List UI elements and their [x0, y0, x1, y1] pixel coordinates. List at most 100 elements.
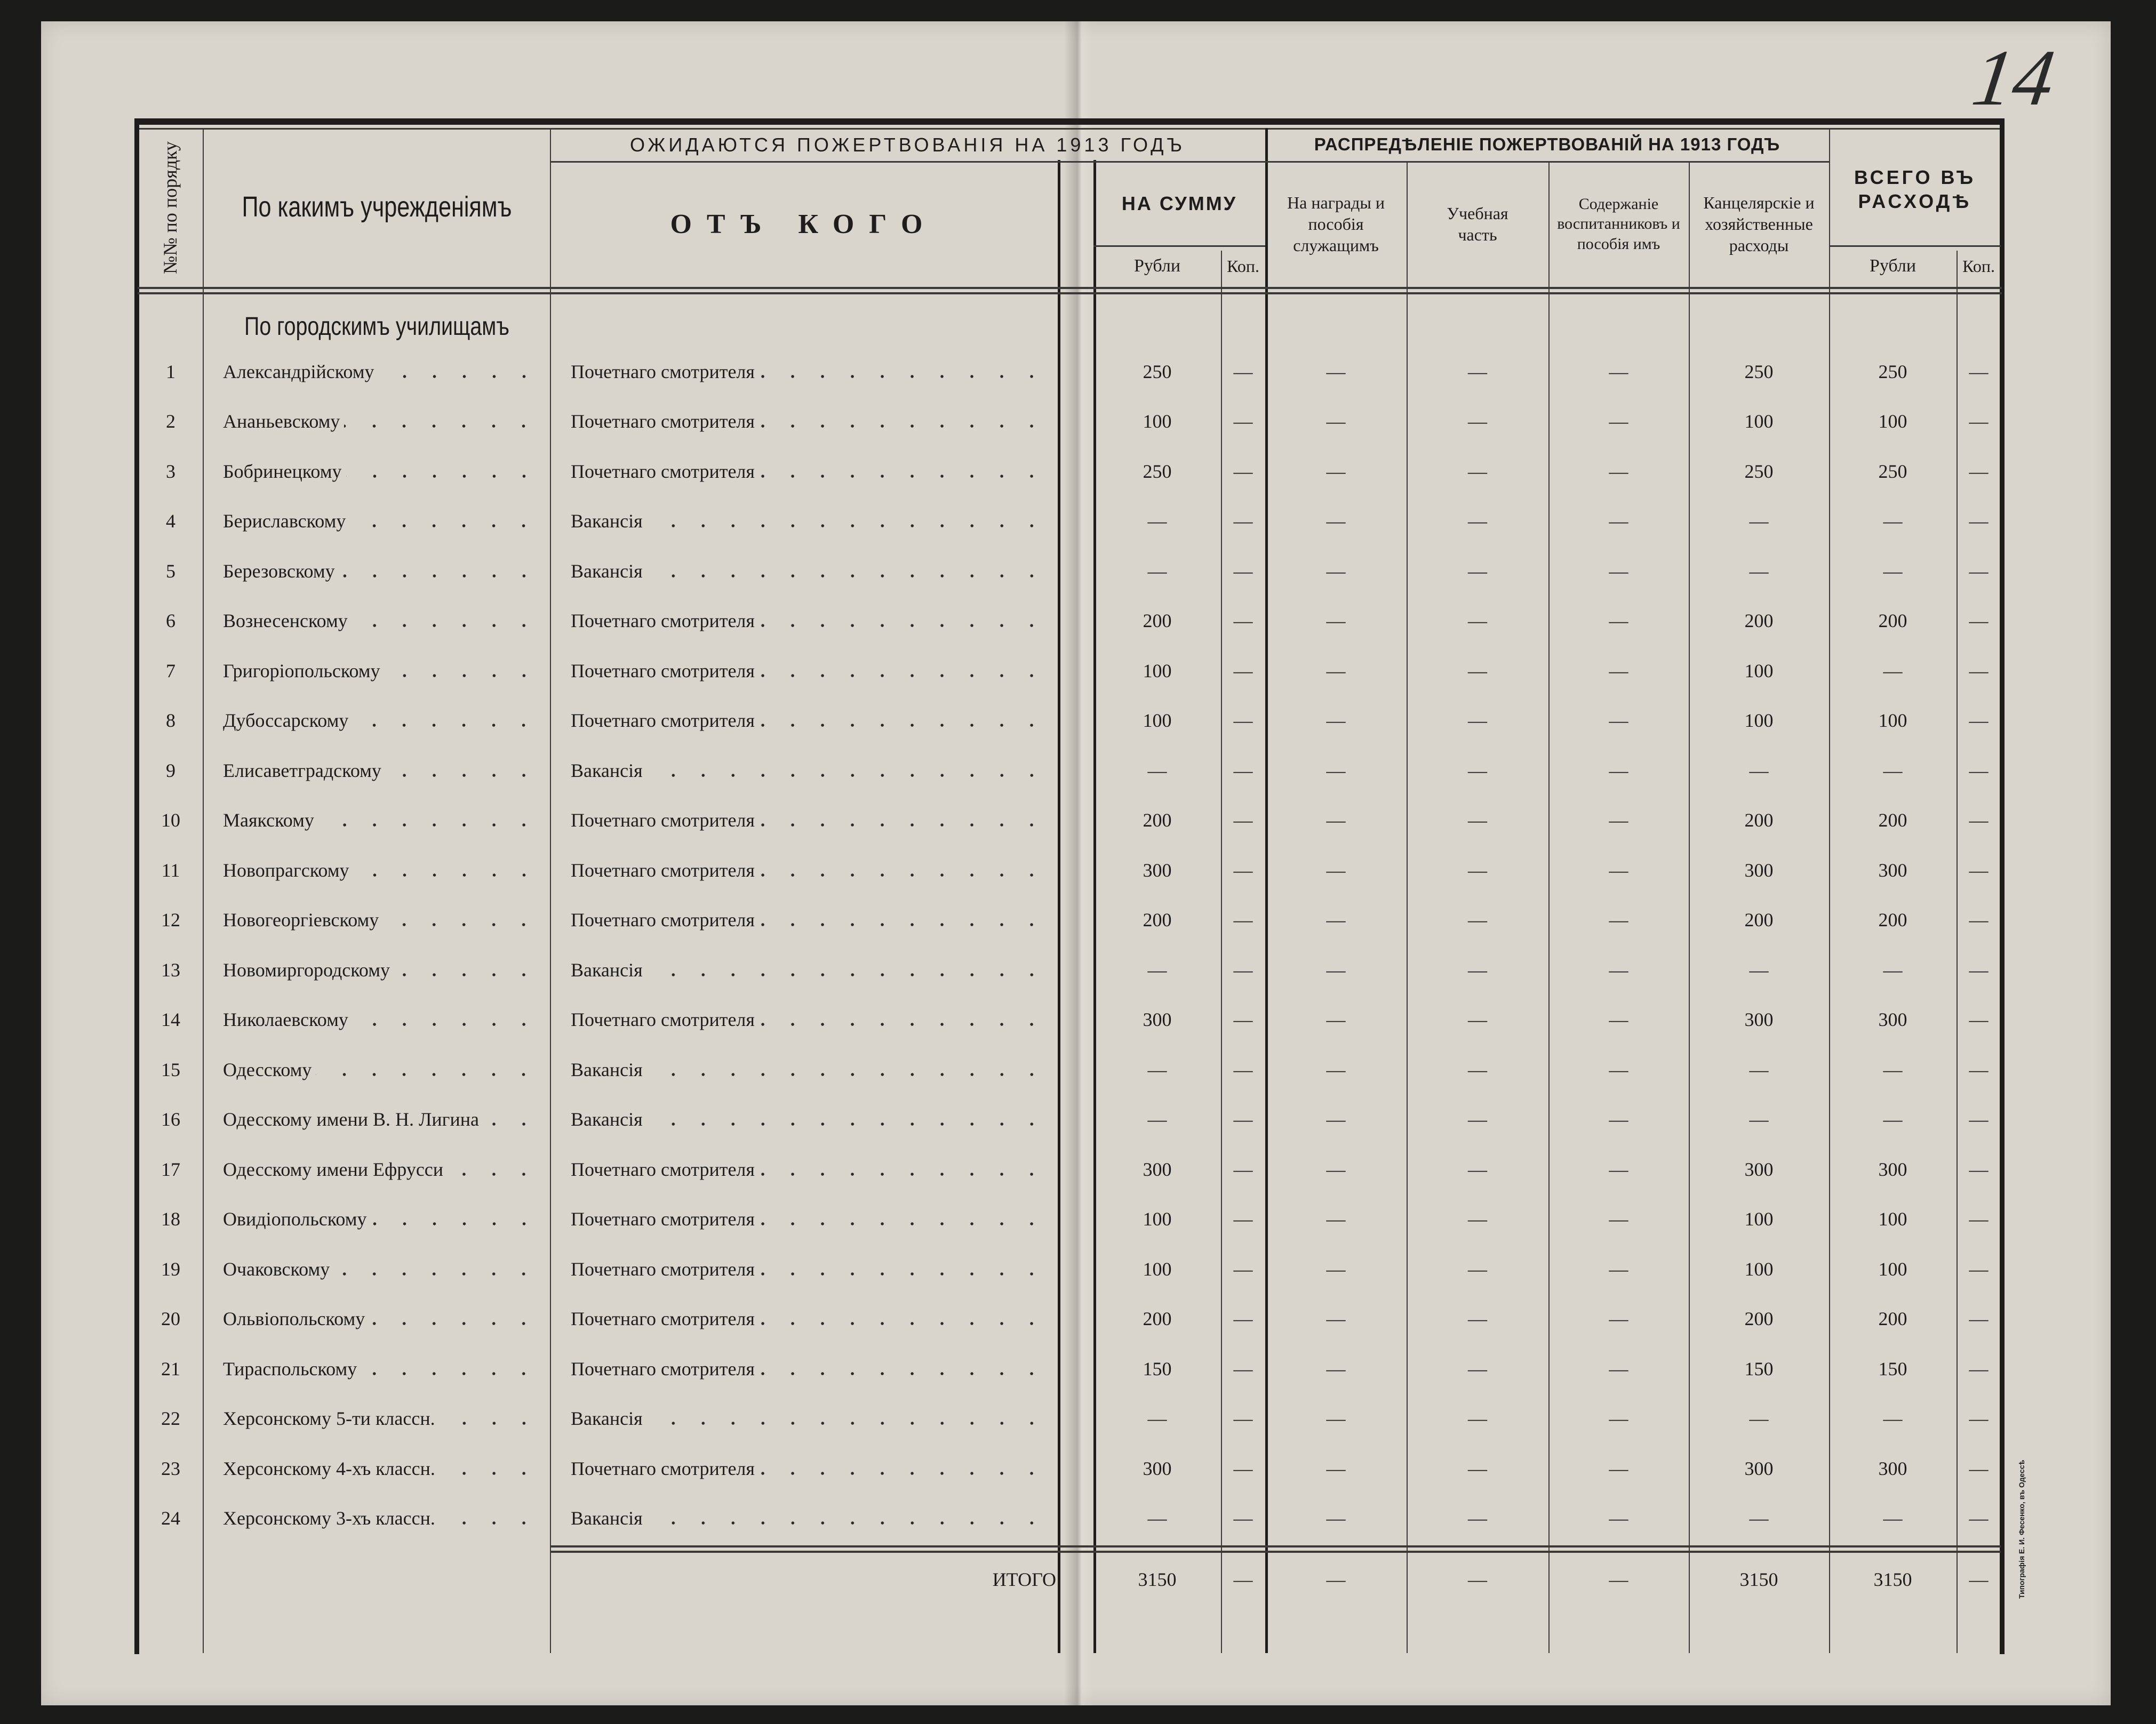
- dist-office: 250: [1689, 446, 1829, 496]
- dist-office: —: [1689, 1045, 1829, 1094]
- donor: Почетнаго смотрителя: [571, 1244, 1051, 1294]
- row-number: 24: [138, 1494, 204, 1543]
- donor: Вакансія: [571, 945, 1051, 995]
- amount-kopecks: —: [1221, 1444, 1265, 1493]
- amount-rubles: 100: [1093, 397, 1221, 446]
- row-number: 3: [138, 446, 204, 496]
- dist-office: 300: [1689, 1444, 1829, 1493]
- institution-name: Александрійскому: [223, 347, 543, 396]
- dist-office: 300: [1689, 995, 1829, 1045]
- col-divider: [1221, 251, 1222, 1653]
- row-number-text: 11: [161, 859, 180, 881]
- donor-text: Вакансія: [571, 1059, 643, 1080]
- row-number-text: 5: [166, 560, 175, 582]
- donor: Почетнаго смотрителя: [571, 995, 1051, 1045]
- dot-leader: [758, 673, 1047, 677]
- amount-rubles-text: 300: [1143, 1009, 1172, 1030]
- col-divider: [1957, 251, 1958, 1653]
- totals-rule: [550, 1545, 2001, 1553]
- amount-kopecks-text: —: [1233, 1258, 1253, 1280]
- institution-name-text: Овидіопольскому: [223, 1208, 367, 1230]
- dist-office-text: 300: [1744, 1158, 1774, 1180]
- dist-awards-text: —: [1326, 909, 1346, 931]
- institution-name: Херсонскому 3-хъ классн.: [223, 1494, 543, 1543]
- amount-kopecks: —: [1221, 446, 1265, 496]
- totals-dist-pupils: —: [1548, 1554, 1689, 1604]
- dist-pupils-text: —: [1609, 460, 1628, 482]
- amount-kopecks-text: —: [1233, 1408, 1253, 1429]
- dist-office: —: [1689, 496, 1829, 546]
- dist-pupils: —: [1548, 546, 1689, 596]
- dist-office: —: [1689, 945, 1829, 995]
- dist-awards: —: [1265, 796, 1407, 845]
- dist-awards-text: —: [1326, 460, 1346, 482]
- total-rubles: —: [1829, 1095, 1957, 1144]
- dist-pupils-text: —: [1609, 959, 1628, 981]
- dist-office: 300: [1689, 1144, 1829, 1194]
- donor: Почетнаго смотрителя: [571, 646, 1051, 695]
- amount-kopecks-text: —: [1233, 909, 1253, 931]
- dist-education-text: —: [1468, 411, 1487, 432]
- donor-text: Вакансія: [571, 510, 643, 532]
- dist-office-text: —: [1749, 1408, 1769, 1429]
- dist-office-text: —: [1749, 959, 1769, 981]
- dist-office: 200: [1689, 1294, 1829, 1344]
- col-divider: [550, 128, 551, 1653]
- institution-name: Херсонскому 5-ти классн.: [223, 1394, 543, 1444]
- amount-kopecks-text: —: [1233, 759, 1253, 781]
- amount-rubles-text: —: [1147, 959, 1167, 981]
- dist-awards: —: [1265, 1494, 1407, 1543]
- amount-rubles: 200: [1093, 796, 1221, 845]
- dot-leader: [353, 724, 539, 727]
- row-number: 12: [138, 895, 204, 945]
- institution-name: Новопрагскому: [223, 845, 543, 895]
- institution-name-text: Одесскому имени Ефрусси: [223, 1158, 444, 1180]
- dist-pupils: —: [1548, 945, 1689, 995]
- dot-leader: [758, 1272, 1047, 1276]
- row-number-text: 9: [166, 759, 175, 781]
- dist-awards-text: —: [1326, 1258, 1346, 1280]
- dist-pupils-text: —: [1609, 1059, 1628, 1080]
- institution-name-text: Очаковскому: [223, 1258, 330, 1280]
- total-kopecks-text: —: [1969, 1009, 1989, 1030]
- amount-kopecks: —: [1221, 496, 1265, 546]
- donor-text: Почетнаго смотрителя: [571, 859, 755, 881]
- total-rubles: —: [1829, 1394, 1957, 1444]
- amount-rubles-text: 300: [1143, 1457, 1172, 1479]
- institution-name-text: Березовскому: [223, 560, 335, 582]
- institution-name: Березовскому: [223, 546, 543, 596]
- donor: Почетнаго смотрителя: [571, 1144, 1051, 1194]
- amount-rubles: —: [1093, 745, 1221, 795]
- total-kopecks-text: —: [1969, 660, 1989, 681]
- total-kopecks-text: —: [1969, 610, 1989, 631]
- dist-pupils: —: [1548, 845, 1689, 895]
- amount-rubles: 250: [1093, 347, 1221, 396]
- row-number: 6: [138, 596, 204, 646]
- amount-rubles: 100: [1093, 646, 1221, 695]
- dist-pupils-text: —: [1609, 1208, 1628, 1230]
- dist-pupils: —: [1548, 1194, 1689, 1244]
- amount-kopecks-text: —: [1233, 1358, 1253, 1380]
- dist-office: 100: [1689, 1244, 1829, 1294]
- donor: Вакансія: [571, 496, 1051, 546]
- page-fold: [1064, 21, 1093, 1705]
- header-subline: [1093, 245, 1265, 247]
- total-rubles-text: 200: [1878, 809, 1907, 831]
- dist-pupils: —: [1548, 796, 1689, 845]
- dist-awards: —: [1265, 845, 1407, 895]
- amount-rubles-text: 200: [1143, 809, 1172, 831]
- amount-rubles-text: —: [1147, 510, 1167, 532]
- amount-rubles-text: 250: [1143, 360, 1172, 382]
- donor-text: Вакансія: [571, 560, 643, 582]
- amount-kopecks: —: [1221, 696, 1265, 745]
- donor-text: Вакансія: [571, 1109, 643, 1130]
- amount-rubles: 200: [1093, 596, 1221, 646]
- dist-awards-text: —: [1326, 759, 1346, 781]
- donor-text: Почетнаго смотрителя: [571, 710, 755, 731]
- amount-rubles-text: 200: [1143, 1308, 1172, 1329]
- donor: Почетнаго смотрителя: [571, 1294, 1051, 1344]
- header-institution-col: По какимъ учрежденіямъ: [242, 191, 512, 223]
- dist-office: —: [1689, 745, 1829, 795]
- total-kopecks: —: [1957, 945, 2001, 995]
- total-rubles: —: [1829, 496, 1957, 546]
